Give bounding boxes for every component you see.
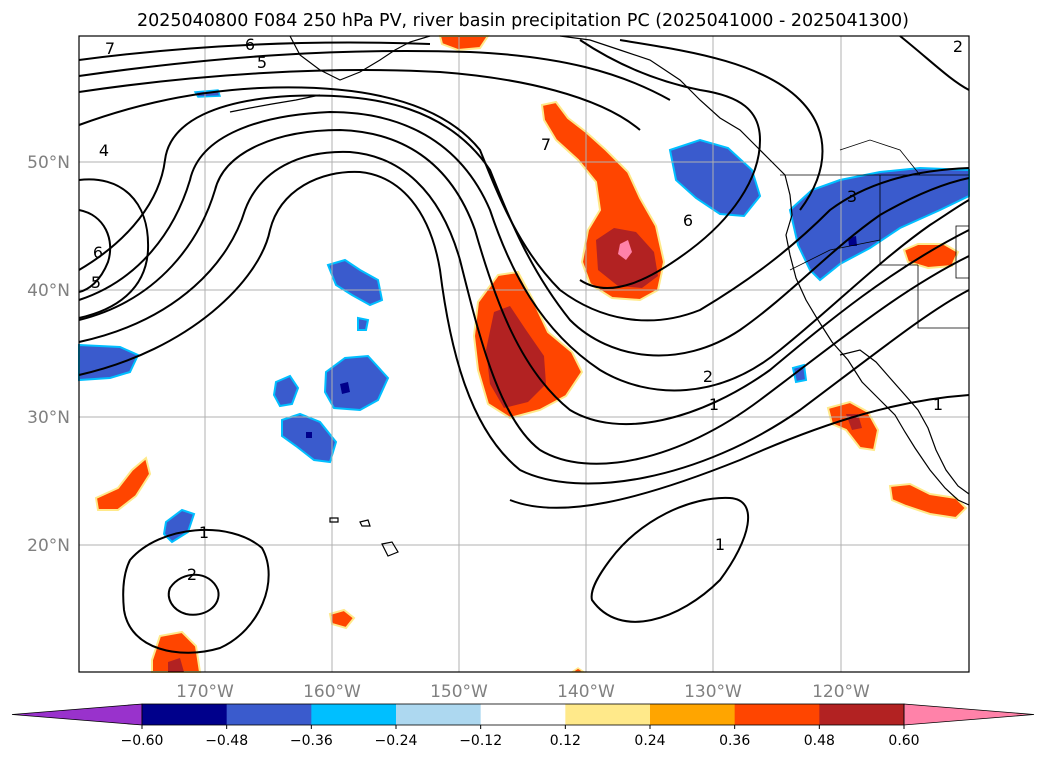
pos-area-d — [94, 456, 152, 511]
colorbar-swatch — [396, 704, 482, 725]
contour-label-2: 2 — [703, 367, 713, 386]
contour-label-1d: 1 — [715, 535, 725, 554]
graticule — [79, 36, 969, 672]
lon-label-170w: 170°W — [176, 682, 234, 702]
map-frame — [78, 35, 970, 673]
neg-area-b — [357, 316, 370, 331]
colorbar-tick-label: 0.24 — [634, 733, 665, 749]
lon-label-150w: 150°W — [430, 682, 488, 702]
colorbar-tick-label: −0.12 — [459, 733, 502, 749]
contour-label-1: 1 — [709, 395, 719, 414]
colorbar: −0.60 −0.48 −0.36 −0.24 −0.12 0.12 0.24 0.36 0.4… — [11, 703, 1035, 749]
colorbar-tick-label: 0.12 — [550, 733, 581, 749]
lat-label-40n: 40°N — [27, 281, 70, 301]
contour-label-1c: 1 — [199, 523, 209, 542]
colorbar-swatch — [565, 704, 651, 725]
contour-label-6: 6 — [245, 35, 255, 54]
contour-label-5: 5 — [257, 53, 267, 72]
colorbar-tick-label: 0.60 — [888, 733, 919, 749]
coastlines — [229, 35, 970, 557]
pos-area-a-peak — [618, 240, 632, 260]
colorbar-swatch — [650, 704, 736, 725]
contour-label-3: 3 — [847, 187, 857, 206]
pos-area-h — [888, 482, 968, 520]
latitude-labels: 50°N 40°N 30°N 20°N — [27, 153, 70, 556]
pos-area-b-mid — [486, 306, 546, 408]
longitude-labels: 170°W 160°W 150°W 140°W 130°W 120°W — [176, 682, 870, 702]
contour-label-4: 4 — [99, 141, 109, 160]
colorbar-tick-labels: −0.60 −0.48 −0.36 −0.24 −0.12 0.12 0.24 0.36 0.4… — [121, 725, 920, 749]
colorbar-swatch — [480, 704, 566, 725]
lon-label-160w: 160°W — [303, 682, 361, 702]
lon-label-140w: 140°W — [557, 682, 615, 702]
colorbar-tick-label: 0.48 — [804, 733, 835, 749]
contour-label-7b: 7 — [541, 135, 551, 154]
neg-area-a — [326, 258, 384, 307]
contour-label-6c: 6 — [683, 211, 693, 230]
colorbar-tick-label: 0.36 — [719, 733, 750, 749]
colorbar-swatch — [819, 704, 905, 725]
lon-label-120w: 120°W — [812, 682, 870, 702]
neg-area-c — [323, 354, 390, 412]
map-title: 2025040800 F084 250 hPa PV, river basin … — [137, 11, 909, 31]
contour-label-2b: 2 — [953, 37, 963, 56]
colorbar-tick-label: −0.36 — [290, 733, 333, 749]
lat-label-50n: 50°N — [27, 153, 70, 173]
colorbar-extend-low — [11, 703, 143, 726]
colorbar-tick-label: −0.60 — [121, 733, 164, 749]
colorbar-tick-label: −0.48 — [205, 733, 248, 749]
lat-label-30n: 30°N — [27, 408, 70, 428]
colorbar-outline — [141, 703, 905, 726]
contour-label-7: 7 — [105, 39, 115, 58]
contour-label-2c: 2 — [187, 565, 197, 584]
lon-label-130w: 130°W — [684, 682, 742, 702]
contour-labels: 7 6 5 4 6 5 7 6 3 2 1 1 2 1 1 2 — [91, 35, 963, 584]
contour-label-1b: 1 — [933, 395, 943, 414]
contour-label-5b: 5 — [91, 273, 101, 292]
pv-contours — [78, 35, 970, 654]
neg-area-g — [668, 138, 762, 218]
colorbar-swatch — [226, 704, 312, 725]
neg-area-c-core — [340, 382, 350, 394]
pos-area-e-core — [168, 658, 184, 672]
colorbar-swatch — [142, 704, 228, 725]
colorbar-swatch — [311, 704, 397, 725]
neg-area-d — [272, 374, 300, 408]
neg-area-i — [791, 363, 808, 384]
colorbar-tick-label: −0.24 — [375, 733, 418, 749]
colorbar-swatches — [11, 703, 1035, 726]
lat-label-20n: 20°N — [27, 536, 70, 556]
neg-area-e-core — [306, 432, 312, 438]
colorbar-extend-high — [903, 703, 1035, 726]
contour-label-6b: 6 — [93, 243, 103, 262]
colorbar-swatch — [734, 704, 820, 725]
